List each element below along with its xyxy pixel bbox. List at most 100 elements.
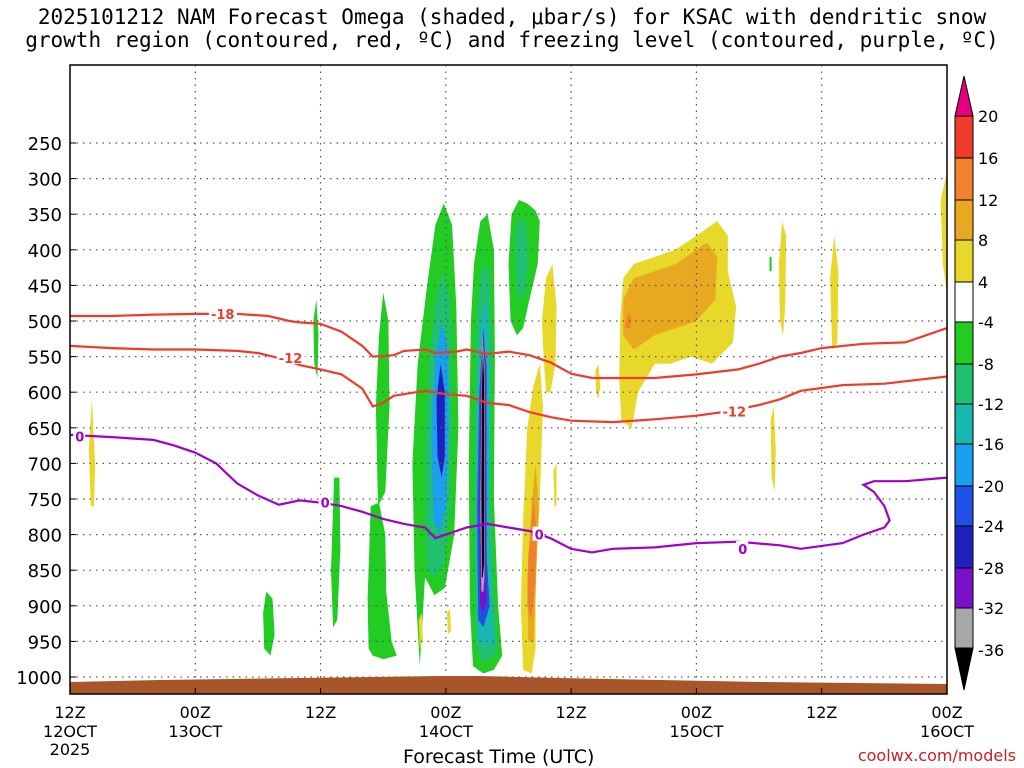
colorbar-label-2: 12 bbox=[978, 191, 998, 210]
y-tick-label-950: 950 bbox=[28, 632, 62, 653]
colorbar-box-1 bbox=[954, 157, 974, 201]
x-tick-sublabel-5: 15OCT bbox=[669, 722, 723, 741]
omega-region-29 bbox=[940, 171, 947, 293]
contour-line-2 bbox=[69, 433, 948, 554]
omega-region-30 bbox=[88, 399, 96, 507]
omega-region-24 bbox=[623, 242, 718, 350]
omega-region-13 bbox=[367, 502, 397, 660]
y-tick-label-550: 550 bbox=[28, 348, 62, 369]
contour-label-bg-2-3 bbox=[736, 540, 749, 555]
x-tick-sublabel-3: 14OCT bbox=[419, 722, 473, 741]
colorbar-box-2 bbox=[954, 199, 974, 241]
credit-link[interactable]: coolwx.com/models bbox=[857, 746, 1016, 765]
x-tick-label-0: 12Z bbox=[54, 703, 85, 722]
colorbar-bottom-triangle bbox=[954, 647, 974, 691]
x-tick-sublabel-0: 12OCT bbox=[43, 722, 97, 741]
colorbar-label-9: -20 bbox=[978, 477, 1004, 496]
contour-label-1-1: -12 bbox=[723, 405, 747, 420]
y-tick-label-850: 850 bbox=[28, 561, 62, 582]
colorbar-label-0: 20 bbox=[978, 107, 998, 126]
x-tick-label-4: 12Z bbox=[555, 703, 586, 722]
omega-region-31 bbox=[595, 363, 601, 400]
chart-title-line2: growth region (contoured, red, ºC) and f… bbox=[25, 28, 999, 52]
colorbar-label-7: -12 bbox=[978, 395, 1004, 414]
omega-region-26 bbox=[770, 406, 776, 492]
colorbar-box-3 bbox=[954, 239, 974, 283]
contour-label-bg-1-1 bbox=[720, 403, 749, 418]
x-tick-label-2: 12Z bbox=[305, 703, 336, 722]
omega-region-15 bbox=[263, 591, 275, 656]
omega-region-12 bbox=[514, 217, 529, 300]
y-tick-label-350: 350 bbox=[28, 205, 62, 226]
y-tick-label-600: 600 bbox=[28, 383, 62, 404]
plot-area bbox=[70, 65, 947, 694]
contour-label-bg-0-0 bbox=[208, 305, 237, 320]
colorbar-top-triangle bbox=[954, 75, 974, 117]
contour-label-2-2: 0 bbox=[535, 529, 544, 544]
contour-label-bg-2-1 bbox=[318, 494, 331, 509]
y-tick-label-1000: 1000 bbox=[16, 668, 62, 689]
omega-region-32 bbox=[418, 612, 423, 649]
y-tick-label-900: 900 bbox=[28, 597, 62, 618]
y-tick-label-300: 300 bbox=[28, 170, 62, 191]
colorbar-label-12: -32 bbox=[978, 599, 1004, 618]
omega-region-34 bbox=[553, 463, 557, 507]
colorbar-label-11: -28 bbox=[978, 559, 1004, 578]
x-tick-label-3: 00Z bbox=[430, 703, 461, 722]
contour-label-bg-2-0 bbox=[73, 428, 86, 443]
colorbar-box-11 bbox=[954, 567, 974, 609]
y-tick-label-700: 700 bbox=[28, 454, 62, 475]
plot-frame bbox=[69, 64, 948, 695]
omega-region-10 bbox=[481, 349, 484, 578]
contour-line-1 bbox=[69, 344, 948, 424]
y-tick-label-650: 650 bbox=[28, 419, 62, 440]
colorbar-box-6 bbox=[954, 363, 974, 405]
contour-label-2-1: 0 bbox=[321, 497, 330, 512]
chart-title-line1: 2025101212 NAM Forecast Omega (shaded, μ… bbox=[37, 5, 987, 29]
colorbar-label-5: -4 bbox=[978, 313, 994, 332]
contour-label-bg-2-2 bbox=[532, 526, 545, 541]
contour-label-2-3: 0 bbox=[738, 543, 747, 558]
x-tick-label-6: 12Z bbox=[806, 703, 837, 722]
contour-label-1-0: -12 bbox=[279, 352, 303, 367]
y-tick-label-750: 750 bbox=[28, 490, 62, 511]
omega-region-28 bbox=[830, 235, 839, 350]
omega-region-18 bbox=[769, 256, 772, 272]
colorbar-box-7 bbox=[954, 403, 974, 445]
omega-region-17 bbox=[313, 299, 319, 378]
y-tick-label-450: 450 bbox=[28, 276, 62, 297]
x-tick-label-1: 00Z bbox=[180, 703, 211, 722]
contour-label-0-0: -18 bbox=[211, 308, 235, 323]
colorbar-label-4: 4 bbox=[978, 273, 988, 292]
x-tick-year-0: 2025 bbox=[50, 740, 91, 759]
y-tick-label-500: 500 bbox=[28, 312, 62, 333]
omega-region-16 bbox=[331, 477, 341, 628]
terrain-band bbox=[70, 676, 947, 694]
y-tick-label-250: 250 bbox=[28, 134, 62, 155]
colorbar-box-12 bbox=[954, 607, 974, 649]
contour-line-0 bbox=[70, 312, 948, 380]
x-tick-label-5: 00Z bbox=[681, 703, 712, 722]
x-tick-sublabel-1: 13OCT bbox=[168, 722, 222, 741]
contour-label-bg-1-0 bbox=[276, 350, 305, 365]
colorbar-label-1: 16 bbox=[978, 149, 998, 168]
colorbar-box-10 bbox=[954, 525, 974, 569]
x-axis-label: Forecast Time (UTC) bbox=[403, 746, 595, 768]
omega-region-33 bbox=[446, 609, 452, 635]
chart-title: 2025101212 NAM Forecast Omega (shaded, μ… bbox=[0, 6, 1024, 52]
colorbar-label-8: -16 bbox=[978, 435, 1004, 454]
colorbar-label-13: -36 bbox=[978, 641, 1004, 660]
omega-region-25 bbox=[625, 313, 632, 329]
omega-region-14 bbox=[375, 292, 390, 507]
y-tick-label-800: 800 bbox=[28, 526, 62, 547]
colorbar-label-3: 8 bbox=[978, 231, 988, 250]
y-tick-label-400: 400 bbox=[28, 241, 62, 262]
colorbar-box-4 bbox=[954, 281, 974, 323]
colorbar-box-9 bbox=[954, 485, 974, 527]
omega-region-27 bbox=[778, 221, 787, 336]
colorbar-box-5 bbox=[954, 321, 974, 365]
x-tick-sublabel-7: 16OCT bbox=[920, 722, 974, 741]
x-tick-label-7: 00Z bbox=[931, 703, 962, 722]
colorbar-label-6: -8 bbox=[978, 355, 994, 374]
